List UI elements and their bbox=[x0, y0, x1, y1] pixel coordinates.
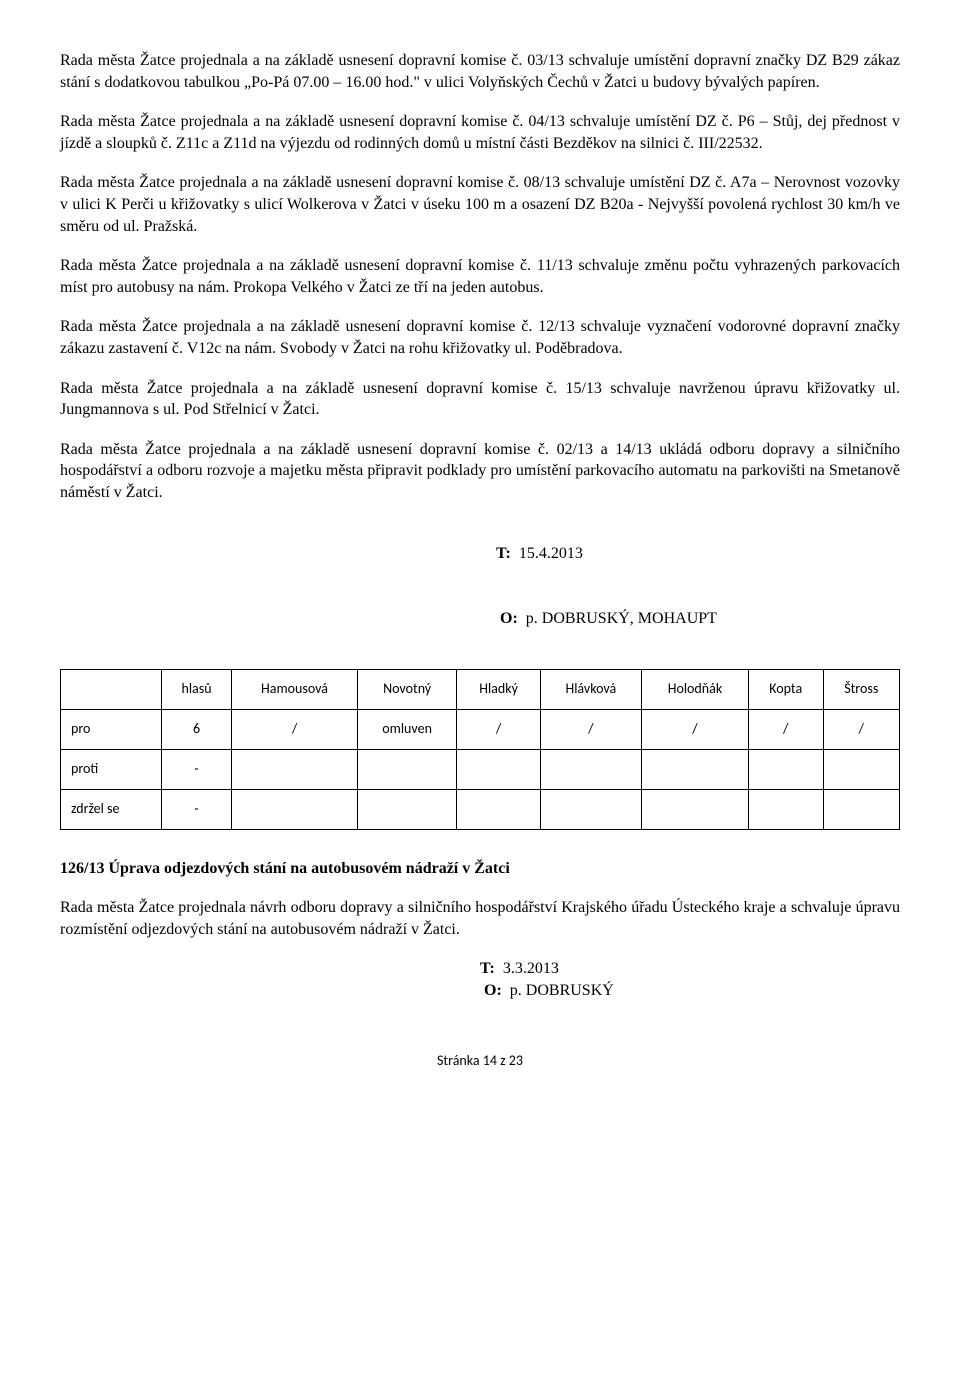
cell bbox=[642, 789, 749, 829]
vote-table: hlasů Hamousová Novotný Hladký Hlávková … bbox=[60, 669, 900, 830]
cell bbox=[748, 789, 823, 829]
cell bbox=[540, 789, 641, 829]
cell: / bbox=[748, 709, 823, 749]
cell bbox=[823, 789, 899, 829]
row-label: zdržel se bbox=[61, 789, 162, 829]
meta2-t-label: T: bbox=[480, 960, 495, 977]
cell bbox=[823, 749, 899, 789]
cell: 6 bbox=[161, 709, 231, 749]
th-hladky: Hladký bbox=[457, 670, 540, 710]
cell: / bbox=[823, 709, 899, 749]
th-stross: Štross bbox=[823, 670, 899, 710]
table-row: pro 6 / omluven / / / / / bbox=[61, 709, 900, 749]
meta2-o-label: O: bbox=[484, 982, 502, 999]
table-row: proti - bbox=[61, 749, 900, 789]
meta1-o-value: p. DOBRUSKÝ, MOHAUPT bbox=[526, 610, 717, 627]
th-hamousova: Hamousová bbox=[232, 670, 358, 710]
paragraph-1: Rada města Žatce projednala a na základě… bbox=[60, 50, 900, 93]
cell bbox=[232, 749, 358, 789]
cell bbox=[457, 789, 540, 829]
meta1-o-label: O: bbox=[500, 610, 518, 627]
table-row: zdržel se - bbox=[61, 789, 900, 829]
paragraph-7: Rada města Žatce projednala a na základě… bbox=[60, 439, 900, 504]
section-title: 126/13 Úprava odjezdových stání na autob… bbox=[60, 858, 900, 880]
th-kopta: Kopta bbox=[748, 670, 823, 710]
cell: / bbox=[232, 709, 358, 749]
meta-block-2: T: 3.3.2013 O: p. DOBRUSKÝ bbox=[60, 958, 900, 1001]
row-label: pro bbox=[61, 709, 162, 749]
cell bbox=[357, 789, 457, 829]
meta1-t-label: T: bbox=[496, 545, 511, 562]
meta2-o-value: p. DOBRUSKÝ bbox=[510, 982, 614, 999]
cell: - bbox=[161, 749, 231, 789]
paragraph-4: Rada města Žatce projednala a na základě… bbox=[60, 255, 900, 298]
paragraph-6: Rada města Žatce projednala a na základě… bbox=[60, 378, 900, 421]
cell bbox=[540, 749, 641, 789]
meta1-t-value: 15.4.2013 bbox=[519, 545, 583, 562]
paragraph-3: Rada města Žatce projednala a na základě… bbox=[60, 172, 900, 237]
th-empty bbox=[61, 670, 162, 710]
cell: / bbox=[642, 709, 749, 749]
th-hlavkova: Hlávková bbox=[540, 670, 641, 710]
page-footer: Stránka 14 z 23 bbox=[60, 1052, 900, 1071]
cell bbox=[642, 749, 749, 789]
cell bbox=[748, 749, 823, 789]
meta2-t-value: 3.3.2013 bbox=[503, 960, 559, 977]
cell bbox=[232, 789, 358, 829]
th-holodnak: Holodňák bbox=[642, 670, 749, 710]
th-hlasu: hlasů bbox=[161, 670, 231, 710]
table-header-row: hlasů Hamousová Novotný Hladký Hlávková … bbox=[61, 670, 900, 710]
meta-block-1: T: 15.4.2013 O: p. DOBRUSKÝ, MOHAUPT bbox=[60, 522, 900, 652]
section-body: Rada města Žatce projednala návrh odboru… bbox=[60, 897, 900, 940]
cell: omluven bbox=[357, 709, 457, 749]
row-label: proti bbox=[61, 749, 162, 789]
paragraph-5: Rada města Žatce projednala a na základě… bbox=[60, 316, 900, 359]
paragraph-2: Rada města Žatce projednala a na základě… bbox=[60, 111, 900, 154]
cell bbox=[357, 749, 457, 789]
cell: / bbox=[457, 709, 540, 749]
cell: / bbox=[540, 709, 641, 749]
cell: - bbox=[161, 789, 231, 829]
th-novotny: Novotný bbox=[357, 670, 457, 710]
cell bbox=[457, 749, 540, 789]
